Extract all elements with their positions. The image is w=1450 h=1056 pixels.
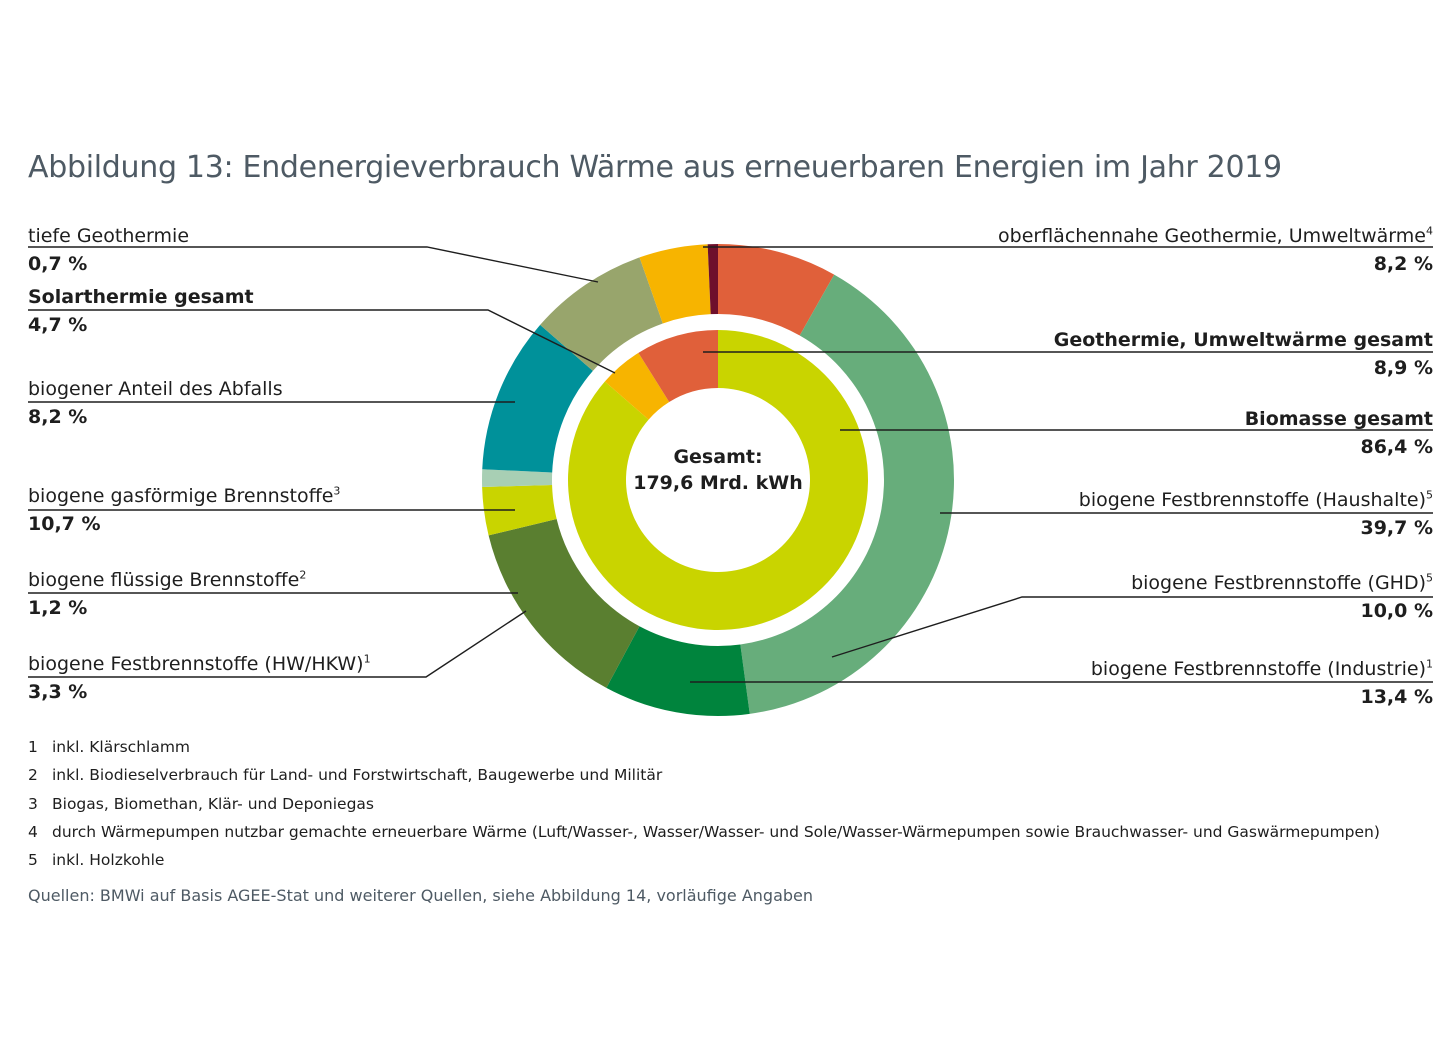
- footnote-item: 3 Biogas, Biomethan, Klär- und Deponiegas: [28, 790, 1380, 818]
- label-value: 8,9 %: [1373, 357, 1433, 379]
- label-value: 39,7 %: [1360, 517, 1433, 539]
- footnote-text: inkl. Klärschlamm: [52, 738, 191, 756]
- center-total-label: Gesamt: 179,6 Mrd. kWh: [618, 444, 818, 496]
- footnote-number: 4: [28, 822, 38, 841]
- footnote-ref: 4: [1426, 224, 1433, 238]
- label-geothermie-gesamt: Geothermie, Umweltwärme gesamt 8,9 %: [1054, 326, 1433, 382]
- label-value: 1,2 %: [28, 597, 88, 619]
- label-industrie: biogene Festbrennstoffe (Industrie)1 13,…: [1091, 655, 1433, 711]
- label-value: 0,7 %: [28, 253, 88, 275]
- label-name-wrap: biogene flüssige Brennstoffe2: [28, 566, 306, 594]
- label-value: 8,2 %: [28, 406, 88, 428]
- leader-hw: [28, 610, 527, 678]
- footnote-text: Biogas, Biomethan, Klär- und Deponiegas: [52, 794, 374, 813]
- label-biomasse-gesamt: Biomasse gesamt 86,4 %: [1245, 405, 1433, 461]
- label-hw-hkw: biogene Festbrennstoffe (HW/HKW)1 3,3 %: [28, 650, 371, 706]
- label-name: Solarthermie gesamt: [28, 286, 254, 308]
- label-oberflaechennahe-geothermie: oberflächennahe Geothermie, Umweltwärme4…: [998, 222, 1433, 278]
- slice-biogene-gasförmige-brennstoffe: [482, 324, 593, 473]
- leader-tiefe-geothermie: [28, 246, 599, 283]
- footnote-text: inkl. Holzkohle: [52, 851, 165, 870]
- footnote-text: durch Wärmepumpen nutzbar gemachte erneu…: [52, 822, 1380, 841]
- leader-ghd: [831, 596, 1433, 658]
- label-name: Biomasse gesamt: [1244, 408, 1433, 430]
- label-abfall: biogener Anteil des Abfalls 8,2 %: [28, 375, 283, 431]
- label-solarthermie: Solarthermie gesamt 4,7 %: [28, 283, 254, 339]
- slice-biogene-festbrennstoffe-industrie-: [488, 518, 640, 688]
- slice-biogene-flüssige-brennstoffe: [481, 469, 553, 488]
- label-value: 4,7 %: [28, 314, 88, 336]
- footnote-ref: 1: [363, 652, 371, 666]
- label-name: biogene Festbrennstoffe (Haushalte): [1078, 489, 1426, 511]
- label-value: 3,3 %: [28, 681, 88, 703]
- slice-biogene-festbrennstoffe-hw-hkw-: [482, 484, 557, 536]
- label-haushalte: biogene Festbrennstoffe (Haushalte)5 39,…: [1079, 486, 1433, 542]
- footnotes: 1 inkl. Klärschlamm 2 inkl. Biodieselverbr…: [28, 733, 1380, 874]
- footnote-ref: 3: [333, 484, 341, 498]
- slice-biogene-festbrennstoffe-haushalte-: [740, 274, 954, 714]
- footnote-text: inkl. Biodieselverbrauch für Land- und F…: [52, 766, 663, 785]
- label-name: biogene gasförmige Brennstoffe: [28, 485, 334, 507]
- slice-biogener-anteil-des-abfalls: [540, 257, 663, 371]
- footnote-ref: 5: [1426, 571, 1433, 585]
- label-name-wrap: biogene Festbrennstoffe (Industrie)1: [1091, 655, 1433, 683]
- center-total-value: 179,6 Mrd. kWh: [633, 472, 803, 494]
- footnote-number: 2: [28, 766, 38, 785]
- footnote-ref: 5: [1426, 488, 1433, 502]
- inner-ring: [568, 330, 868, 630]
- slice-solarthermie-gesamt: [639, 244, 711, 324]
- label-name: biogene Festbrennstoffe (Industrie): [1090, 658, 1426, 680]
- slice-solarthermie-gesamt: [604, 352, 670, 420]
- footnote-number: 3: [28, 794, 38, 813]
- footnote-item: 2 inkl. Biodieselverbrauch für Land- und …: [28, 761, 1380, 789]
- slice-oberflächennahe-geothermie-umweltwärme: [718, 244, 835, 336]
- footnote-number: 1: [28, 738, 38, 756]
- label-value: 8,2 %: [1373, 253, 1433, 275]
- label-name: oberflächennahe Geothermie, Umweltwärme: [998, 225, 1426, 247]
- label-name-wrap: biogene Festbrennstoffe (Haushalte)5: [1079, 486, 1433, 514]
- label-fluessig: biogene flüssige Brennstoffe2 1,2 %: [28, 566, 306, 622]
- label-name-wrap: biogene Festbrennstoffe (GHD)5: [1131, 569, 1433, 597]
- label-ghd: biogene Festbrennstoffe (GHD)5 10,0 %: [1131, 569, 1433, 625]
- label-name: biogene Festbrennstoffe (GHD): [1131, 572, 1426, 594]
- label-name-wrap: biogene Festbrennstoffe (HW/HKW)1: [28, 650, 371, 678]
- label-name: biogener Anteil des Abfalls: [28, 378, 283, 400]
- label-tiefe-geothermie: tiefe Geothermie 0,7 %: [28, 222, 189, 278]
- leader-solarthermie: [28, 309, 616, 374]
- slice-tiefe-geothermie: [707, 244, 718, 315]
- slice-biogene-festbrennstoffe-ghd-: [606, 626, 750, 716]
- label-value: 10,7 %: [28, 513, 101, 535]
- label-name: biogene flüssige Brennstoffe: [28, 569, 300, 591]
- label-value: 13,4 %: [1360, 686, 1433, 708]
- label-name: tiefe Geothermie: [28, 225, 190, 247]
- slice-geothermie-umweltwärme-gesamt: [638, 330, 718, 403]
- label-name: Geothermie, Umweltwärme gesamt: [1053, 329, 1433, 351]
- chart-title: Abbildung 13: Endenergieverbrauch Wärme …: [28, 150, 1282, 185]
- footnote-ref: 1: [1426, 657, 1433, 671]
- leader-lines: [28, 246, 1433, 683]
- footnote-ref: 2: [299, 568, 307, 582]
- label-value: 10,0 %: [1360, 600, 1433, 622]
- footnote-item: 4 durch Wärmepumpen nutzbar gemachte erne…: [28, 818, 1380, 846]
- source-note: Quellen: BMWi auf Basis AGEE-Stat und we…: [28, 886, 814, 905]
- label-value: 86,4 %: [1360, 436, 1433, 458]
- footnote-item: 1 inkl. Klärschlamm: [28, 733, 1380, 761]
- outer-ring: [481, 244, 954, 716]
- footnote-item: 5 inkl. Holzkohle: [28, 846, 1380, 874]
- label-name-wrap: oberflächennahe Geothermie, Umweltwärme4: [998, 222, 1433, 250]
- label-gasfoermig: biogene gasförmige Brennstoffe3 10,7 %: [28, 482, 340, 538]
- slice-biomasse-gesamt: [568, 330, 868, 630]
- label-name-wrap: biogene gasförmige Brennstoffe3: [28, 482, 340, 510]
- footnote-number: 5: [28, 851, 38, 870]
- label-name: biogene Festbrennstoffe (HW/HKW): [28, 653, 364, 675]
- center-total-caption: Gesamt:: [673, 446, 763, 468]
